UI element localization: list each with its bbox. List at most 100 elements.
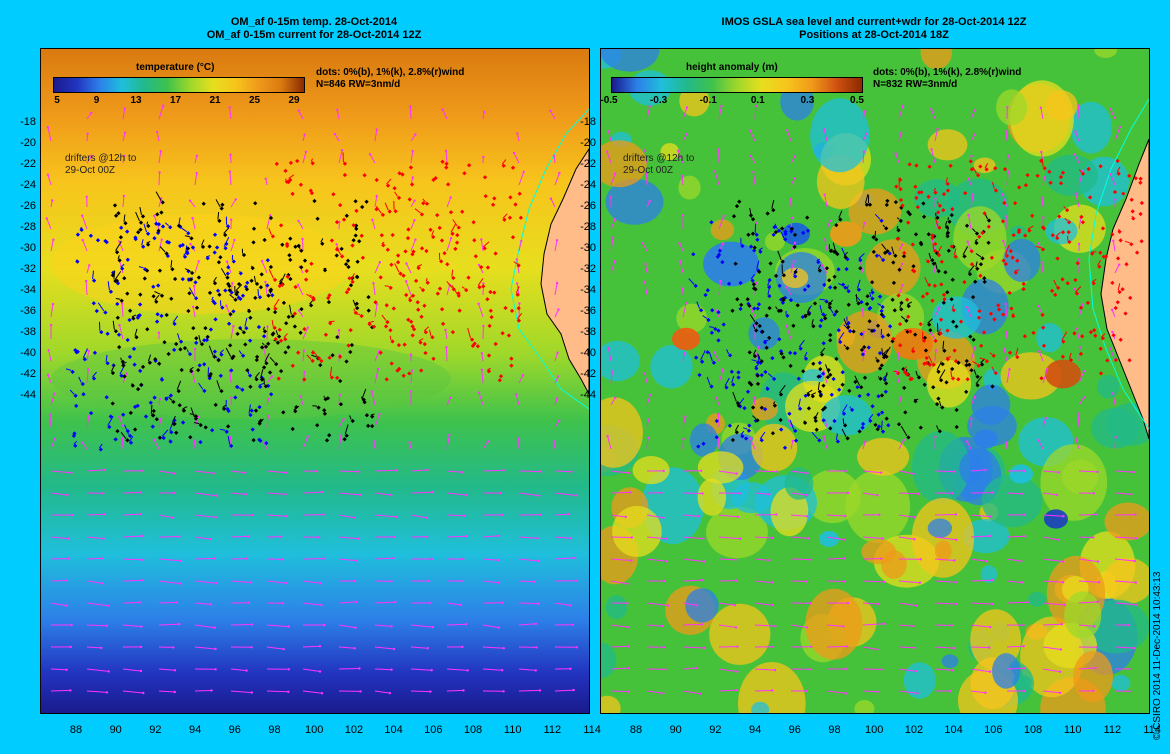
current-vector — [1114, 602, 1136, 606]
drifter-track — [700, 350, 706, 361]
drifter-dot — [380, 212, 386, 218]
drifter-dot — [324, 438, 330, 443]
vector-head — [614, 396, 617, 399]
drifter-dot — [193, 280, 198, 285]
vector-head — [100, 557, 104, 560]
vector-head — [805, 515, 809, 518]
current-vector — [478, 264, 484, 274]
current-vector — [898, 492, 919, 495]
current-vector — [261, 260, 268, 274]
colorbar-tick-label: 5 — [54, 95, 60, 106]
drifter-dot — [215, 288, 221, 293]
vector-head — [913, 516, 916, 519]
current-vector — [482, 441, 489, 450]
drifter-track — [975, 376, 982, 385]
current-vector — [682, 623, 703, 626]
drifter-track — [974, 238, 978, 242]
drifter-dot — [410, 324, 415, 329]
vector-head — [748, 129, 752, 132]
lon-tick-label: 94 — [748, 724, 762, 736]
vector-head — [736, 670, 739, 673]
current-vector — [644, 373, 648, 384]
drifter-dot — [982, 276, 987, 281]
vector-head — [430, 557, 433, 561]
drifter-track — [846, 285, 849, 290]
drifter-dot — [936, 210, 941, 215]
current-vector — [230, 535, 249, 538]
vector-head — [250, 691, 253, 694]
current-vector — [194, 173, 198, 186]
drifter-dot — [290, 363, 295, 368]
anomaly-blob — [854, 700, 875, 713]
drifter-dot — [835, 251, 840, 257]
current-vector — [718, 668, 738, 673]
drifter-track — [891, 246, 895, 255]
drifter-dot — [984, 359, 990, 364]
current-vector — [338, 624, 356, 629]
drifter-dot — [1060, 170, 1066, 175]
vector-head — [984, 468, 987, 472]
current-vector — [1042, 177, 1046, 186]
drifter-track — [198, 382, 204, 390]
vector-head — [411, 149, 414, 153]
drifter-track — [881, 420, 883, 431]
current-vector — [194, 690, 212, 692]
current-vector — [1006, 171, 1009, 186]
current-vector — [374, 557, 394, 560]
current-vector — [194, 558, 215, 560]
vector-head — [880, 668, 883, 671]
drifter-dot — [408, 298, 413, 303]
current-vector — [446, 238, 452, 252]
drifter-track — [991, 366, 995, 372]
drifter-dot — [912, 269, 917, 274]
vector-head — [574, 494, 577, 497]
drifter-dot — [924, 355, 929, 361]
drifter-dot — [425, 280, 430, 285]
drifter-dot — [338, 402, 344, 407]
drifter-track — [933, 187, 936, 192]
vector-head — [158, 397, 162, 401]
drifter-dot — [229, 290, 234, 295]
drifter-track — [135, 211, 140, 222]
vector-head — [102, 537, 105, 540]
drifter-dot — [154, 299, 159, 304]
current-vector — [1001, 194, 1008, 208]
drifter-dot — [993, 188, 999, 193]
vector-head — [103, 468, 106, 472]
drifter-dot — [219, 206, 224, 211]
current-vector — [682, 536, 704, 540]
current-vector — [606, 151, 612, 164]
drifter-dot — [516, 318, 522, 323]
current-vector — [718, 470, 737, 475]
drifter-track — [763, 339, 769, 342]
current-vector — [194, 602, 212, 605]
current-vector — [193, 440, 196, 450]
drifter-dot — [354, 208, 359, 214]
anomaly-blob — [927, 129, 968, 161]
vector-head — [372, 440, 376, 443]
vector-head — [297, 109, 300, 112]
vector-head — [749, 154, 752, 158]
drifter-track — [164, 222, 170, 227]
drifter-dot — [933, 241, 938, 247]
vector-head — [626, 602, 629, 605]
right-title: IMOS GSLA sea level and current+wdr for … — [600, 16, 1148, 42]
drifter-dot — [906, 209, 911, 215]
drifter-dot — [169, 296, 174, 301]
drifter-dot — [334, 219, 340, 225]
drifter-dot — [730, 437, 736, 443]
lat-tick-label: -30 — [580, 242, 596, 254]
vector-head — [465, 535, 468, 538]
current-vector — [1042, 668, 1061, 673]
anomaly-blob — [1045, 90, 1078, 121]
vector-head — [284, 581, 288, 585]
vector-head — [626, 582, 629, 585]
drifter-dot — [488, 308, 493, 313]
current-vector — [610, 536, 632, 538]
vector-head — [336, 108, 339, 112]
vector-head — [843, 580, 847, 583]
vector-head — [805, 689, 808, 693]
current-vector — [1006, 558, 1022, 562]
drifter-dot — [238, 271, 243, 276]
current-vector — [610, 580, 628, 585]
